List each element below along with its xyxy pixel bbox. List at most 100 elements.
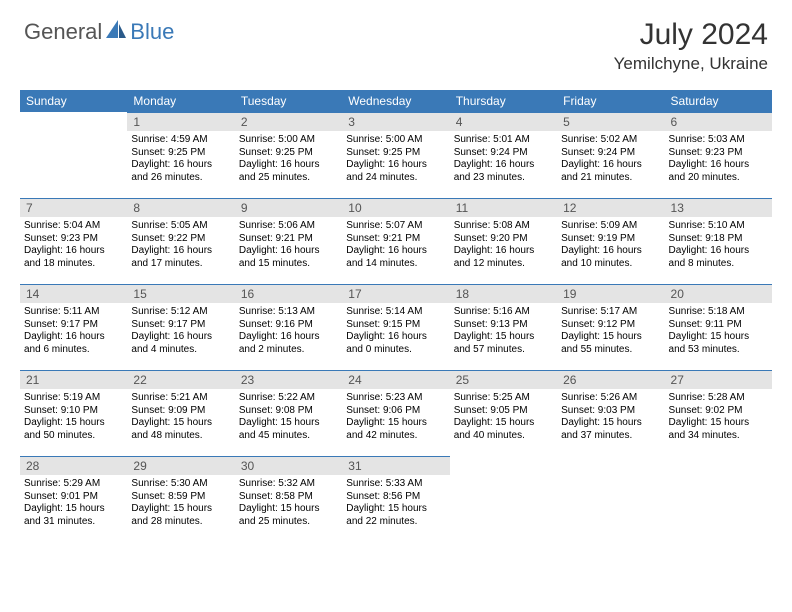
calendar-cell: 20Sunrise: 5:18 AMSunset: 9:11 PMDayligh…: [665, 284, 772, 370]
day-number: 21: [20, 370, 127, 389]
day-number: 22: [127, 370, 234, 389]
day-number: 16: [235, 284, 342, 303]
calendar-cell: 1Sunrise: 4:59 AMSunset: 9:25 PMDaylight…: [127, 112, 234, 198]
day-content: Sunrise: 5:08 AMSunset: 9:20 PMDaylight:…: [450, 217, 557, 272]
day-number: 3: [342, 112, 449, 131]
calendar-row: 28Sunrise: 5:29 AMSunset: 9:01 PMDayligh…: [20, 456, 772, 542]
daylight-line2: and 17 minutes.: [131, 258, 230, 271]
weekday-header: Saturday: [665, 90, 772, 112]
daylight-line1: Daylight: 15 hours: [454, 331, 553, 344]
day-number: 15: [127, 284, 234, 303]
daylight-line1: Daylight: 16 hours: [346, 245, 445, 258]
daylight-line1: Daylight: 15 hours: [669, 331, 768, 344]
logo-text-blue: Blue: [130, 19, 174, 45]
calendar-cell: 27Sunrise: 5:28 AMSunset: 9:02 PMDayligh…: [665, 370, 772, 456]
sunset-text: Sunset: 9:23 PM: [24, 233, 123, 246]
sunrise-text: Sunrise: 5:00 AM: [239, 134, 338, 147]
calendar-cell: 14Sunrise: 5:11 AMSunset: 9:17 PMDayligh…: [20, 284, 127, 370]
sunrise-text: Sunrise: 5:05 AM: [131, 220, 230, 233]
day-number: 18: [450, 284, 557, 303]
sunset-text: Sunset: 9:03 PM: [561, 405, 660, 418]
day-content: Sunrise: 5:03 AMSunset: 9:23 PMDaylight:…: [665, 131, 772, 186]
calendar-cell: 7Sunrise: 5:04 AMSunset: 9:23 PMDaylight…: [20, 198, 127, 284]
daylight-line2: and 23 minutes.: [454, 172, 553, 185]
calendar-cell: 2Sunrise: 5:00 AMSunset: 9:25 PMDaylight…: [235, 112, 342, 198]
day-content: Sunrise: 5:12 AMSunset: 9:17 PMDaylight:…: [127, 303, 234, 358]
calendar-cell: 18Sunrise: 5:16 AMSunset: 9:13 PMDayligh…: [450, 284, 557, 370]
day-content: Sunrise: 5:16 AMSunset: 9:13 PMDaylight:…: [450, 303, 557, 358]
daylight-line2: and 21 minutes.: [561, 172, 660, 185]
sunrise-text: Sunrise: 5:32 AM: [239, 478, 338, 491]
day-number: 7: [20, 198, 127, 217]
sunrise-text: Sunrise: 5:16 AM: [454, 306, 553, 319]
day-number: 5: [557, 112, 664, 131]
calendar-cell: 23Sunrise: 5:22 AMSunset: 9:08 PMDayligh…: [235, 370, 342, 456]
sunset-text: Sunset: 8:56 PM: [346, 491, 445, 504]
daylight-line1: Daylight: 15 hours: [454, 417, 553, 430]
day-number: 4: [450, 112, 557, 131]
day-number: 17: [342, 284, 449, 303]
calendar-row: 7Sunrise: 5:04 AMSunset: 9:23 PMDaylight…: [20, 198, 772, 284]
day-number: 29: [127, 456, 234, 475]
weekday-header: Monday: [127, 90, 234, 112]
sunrise-text: Sunrise: 5:17 AM: [561, 306, 660, 319]
daylight-line1: Daylight: 16 hours: [24, 245, 123, 258]
sunset-text: Sunset: 9:05 PM: [454, 405, 553, 418]
day-content: Sunrise: 5:01 AMSunset: 9:24 PMDaylight:…: [450, 131, 557, 186]
location-text: Yemilchyne, Ukraine: [614, 54, 768, 74]
calendar-row: 1Sunrise: 4:59 AMSunset: 9:25 PMDaylight…: [20, 112, 772, 198]
daylight-line1: Daylight: 16 hours: [131, 245, 230, 258]
day-content: Sunrise: 5:05 AMSunset: 9:22 PMDaylight:…: [127, 217, 234, 272]
sunrise-text: Sunrise: 5:19 AM: [24, 392, 123, 405]
calendar-row: 21Sunrise: 5:19 AMSunset: 9:10 PMDayligh…: [20, 370, 772, 456]
daylight-line2: and 26 minutes.: [131, 172, 230, 185]
daylight-line2: and 55 minutes.: [561, 344, 660, 357]
day-content: Sunrise: 5:19 AMSunset: 9:10 PMDaylight:…: [20, 389, 127, 444]
daylight-line1: Daylight: 16 hours: [561, 245, 660, 258]
calendar-cell: [665, 456, 772, 542]
calendar-cell: 11Sunrise: 5:08 AMSunset: 9:20 PMDayligh…: [450, 198, 557, 284]
sunrise-text: Sunrise: 5:21 AM: [131, 392, 230, 405]
day-number: 20: [665, 284, 772, 303]
daylight-line2: and 25 minutes.: [239, 516, 338, 529]
daylight-line1: Daylight: 16 hours: [239, 331, 338, 344]
calendar-cell: 28Sunrise: 5:29 AMSunset: 9:01 PMDayligh…: [20, 456, 127, 542]
calendar-table: SundayMondayTuesdayWednesdayThursdayFrid…: [20, 90, 772, 542]
sunrise-text: Sunrise: 5:30 AM: [131, 478, 230, 491]
sunset-text: Sunset: 9:22 PM: [131, 233, 230, 246]
day-content: Sunrise: 5:00 AMSunset: 9:25 PMDaylight:…: [342, 131, 449, 186]
day-content: Sunrise: 5:22 AMSunset: 9:08 PMDaylight:…: [235, 389, 342, 444]
daylight-line2: and 15 minutes.: [239, 258, 338, 271]
day-content: Sunrise: 5:30 AMSunset: 8:59 PMDaylight:…: [127, 475, 234, 530]
calendar-cell: 6Sunrise: 5:03 AMSunset: 9:23 PMDaylight…: [665, 112, 772, 198]
sunset-text: Sunset: 9:19 PM: [561, 233, 660, 246]
daylight-line2: and 4 minutes.: [131, 344, 230, 357]
sunset-text: Sunset: 9:24 PM: [454, 147, 553, 160]
sunset-text: Sunset: 9:12 PM: [561, 319, 660, 332]
daylight-line1: Daylight: 15 hours: [561, 417, 660, 430]
daylight-line2: and 12 minutes.: [454, 258, 553, 271]
day-content: Sunrise: 5:23 AMSunset: 9:06 PMDaylight:…: [342, 389, 449, 444]
daylight-line1: Daylight: 16 hours: [24, 331, 123, 344]
daylight-line2: and 18 minutes.: [24, 258, 123, 271]
sunset-text: Sunset: 9:25 PM: [346, 147, 445, 160]
calendar-cell: [450, 456, 557, 542]
day-content: Sunrise: 5:13 AMSunset: 9:16 PMDaylight:…: [235, 303, 342, 358]
sunset-text: Sunset: 8:59 PM: [131, 491, 230, 504]
daylight-line1: Daylight: 15 hours: [561, 331, 660, 344]
daylight-line2: and 24 minutes.: [346, 172, 445, 185]
day-content: Sunrise: 5:18 AMSunset: 9:11 PMDaylight:…: [665, 303, 772, 358]
day-number: 23: [235, 370, 342, 389]
day-content: Sunrise: 5:25 AMSunset: 9:05 PMDaylight:…: [450, 389, 557, 444]
sunrise-text: Sunrise: 5:26 AM: [561, 392, 660, 405]
calendar-cell: 25Sunrise: 5:25 AMSunset: 9:05 PMDayligh…: [450, 370, 557, 456]
sunset-text: Sunset: 9:02 PM: [669, 405, 768, 418]
calendar-cell: 16Sunrise: 5:13 AMSunset: 9:16 PMDayligh…: [235, 284, 342, 370]
sunset-text: Sunset: 9:17 PM: [24, 319, 123, 332]
daylight-line2: and 25 minutes.: [239, 172, 338, 185]
daylight-line2: and 10 minutes.: [561, 258, 660, 271]
sunrise-text: Sunrise: 5:23 AM: [346, 392, 445, 405]
calendar-cell: 8Sunrise: 5:05 AMSunset: 9:22 PMDaylight…: [127, 198, 234, 284]
sunrise-text: Sunrise: 5:14 AM: [346, 306, 445, 319]
day-content: Sunrise: 5:14 AMSunset: 9:15 PMDaylight:…: [342, 303, 449, 358]
